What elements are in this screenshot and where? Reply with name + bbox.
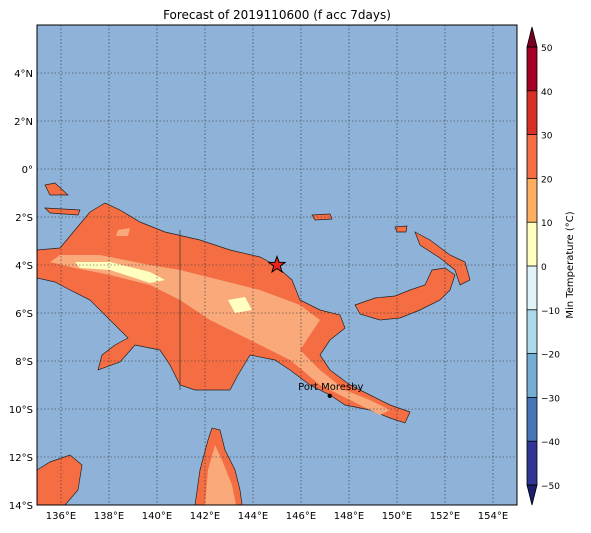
colorbar-band xyxy=(527,222,537,266)
overlay: Port Moresby xyxy=(267,255,364,398)
colorbar-tick-label: 50 xyxy=(541,44,553,54)
lat-tick-label: 4°N xyxy=(14,69,33,80)
colorbar-tick-label: −30 xyxy=(541,394,560,404)
lon-tick-label: 144°E xyxy=(238,511,268,522)
colorbar-label: Min Temperature (°C) xyxy=(565,211,576,318)
lat-tick-label: 2°N xyxy=(14,117,33,128)
colorbar-band xyxy=(527,309,537,354)
colorbar-tick-label: −10 xyxy=(541,307,560,317)
lon-tick-label: 154°E xyxy=(478,511,508,522)
graticule xyxy=(37,25,517,506)
lat-tick-label: 10°S xyxy=(9,405,33,416)
colorbar-tick-label: 40 xyxy=(541,88,553,98)
lon-tick-label: 152°E xyxy=(430,511,460,522)
colorbar-band xyxy=(527,441,537,485)
lat-tick-label: 8°S xyxy=(15,357,33,368)
colorbar-band xyxy=(527,397,537,442)
colorbar-band xyxy=(527,134,537,179)
lat-tick-label: 0° xyxy=(22,165,33,176)
map-title: Forecast of 2019110600 (f acc 7days) xyxy=(163,8,391,22)
colorbar-tick-label: 20 xyxy=(541,175,553,185)
lon-tick-label: 138°E xyxy=(94,511,124,522)
lat-tick-label: 14°S xyxy=(9,501,33,512)
colorbar-under xyxy=(526,484,538,506)
colorbar-over xyxy=(526,26,538,48)
colorbar-band xyxy=(527,47,537,91)
map-frame xyxy=(36,24,518,506)
city-dot xyxy=(327,393,332,398)
lat-tick-label: 6°S xyxy=(15,309,33,320)
colorbar-band xyxy=(527,266,537,310)
lat-tick-label: 12°S xyxy=(9,453,33,464)
colorbar-tick-label: −50 xyxy=(541,482,560,492)
colorbar-tick-label: −40 xyxy=(541,438,560,448)
lon-tick-label: 146°E xyxy=(286,511,316,522)
colorbar-tick-label: 0 xyxy=(541,263,547,273)
lon-tick-label: 140°E xyxy=(142,511,172,522)
colorbar-tick-label: 10 xyxy=(541,219,553,229)
lat-tick-label: 2°S xyxy=(15,213,33,224)
star-marker xyxy=(267,255,287,274)
lon-tick-label: 136°E xyxy=(46,511,76,522)
colorbar-tick-label: −20 xyxy=(541,351,560,361)
colorbar-tick-label: 30 xyxy=(541,132,553,142)
lon-tick-label: 142°E xyxy=(190,511,220,522)
lon-tick-label: 148°E xyxy=(334,511,364,522)
colorbar-band xyxy=(527,90,537,135)
colorbar-band xyxy=(527,353,537,398)
city-label: Port Moresby xyxy=(298,382,363,393)
lon-tick-label: 150°E xyxy=(382,511,412,522)
lat-tick-label: 4°S xyxy=(15,261,33,272)
colorbar-band xyxy=(527,178,537,223)
